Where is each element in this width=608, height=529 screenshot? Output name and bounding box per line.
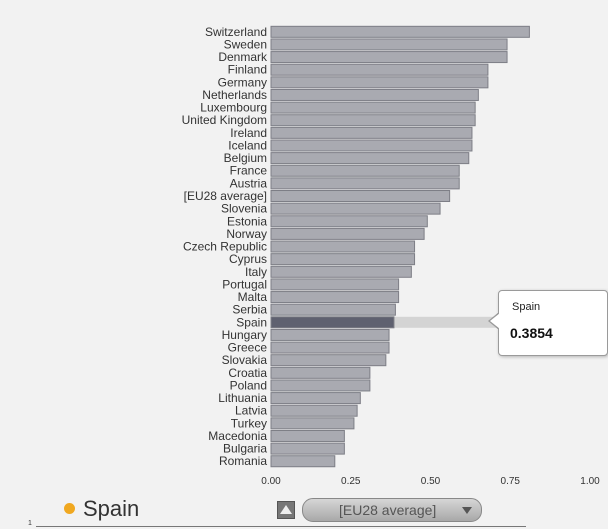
bar-poland[interactable]	[270, 379, 371, 392]
x-tick-label: 0.75	[501, 476, 521, 487]
bar-serbia[interactable]	[270, 303, 396, 316]
chevron-down-icon	[462, 507, 472, 514]
category-label: Denmark	[218, 50, 268, 64]
compare-select-value: [EU28 average]	[339, 502, 437, 518]
bar-norway[interactable]	[270, 227, 425, 240]
category-label: Iceland	[228, 138, 267, 152]
category-label: Macedonia	[208, 429, 267, 443]
category-label: Belgium	[224, 151, 267, 165]
bar-finland[interactable]	[270, 63, 489, 76]
bar-macedonia[interactable]	[270, 429, 345, 442]
category-label: [EU28 average]	[184, 189, 267, 203]
bottom-rule	[36, 526, 526, 527]
category-label: Croatia	[228, 366, 267, 380]
bar-estonia[interactable]	[270, 215, 428, 228]
bar-portugal[interactable]	[270, 278, 400, 291]
bar-czech-republic[interactable]	[270, 240, 416, 253]
bar-bulgaria[interactable]	[270, 442, 345, 455]
category-label: Portugal	[222, 277, 267, 291]
category-label: Netherlands	[202, 88, 267, 102]
category-label: Italy	[245, 265, 267, 279]
category-label: Latvia	[235, 404, 267, 418]
category-label: United Kingdom	[182, 113, 267, 127]
legend-label: Spain	[83, 496, 140, 521]
bar-denmark[interactable]	[270, 51, 508, 64]
bar-iceland[interactable]	[270, 139, 473, 152]
x-tick-label: 0.00	[261, 476, 281, 487]
category-label: Greece	[228, 341, 268, 355]
bar-eu28-average[interactable]	[270, 190, 451, 203]
category-label: Czech Republic	[183, 240, 267, 254]
category-label: Serbia	[232, 303, 267, 317]
category-label: Finland	[228, 63, 267, 77]
bar-greece[interactable]	[270, 341, 390, 354]
bar-cyprus[interactable]	[270, 253, 416, 266]
bar-hungary[interactable]	[270, 328, 390, 341]
category-label: Germany	[218, 75, 267, 89]
triangle-up-button[interactable]	[277, 501, 295, 519]
category-label: Bulgaria	[223, 442, 267, 456]
bar-belgium[interactable]	[270, 152, 470, 165]
category-label: Austria	[230, 176, 268, 190]
highlight-band	[393, 316, 497, 328]
category-label: Lithuania	[218, 391, 267, 405]
category-label: France	[230, 164, 268, 178]
bar-lithuania[interactable]	[270, 392, 361, 405]
category-label: Cyprus	[229, 252, 267, 266]
bar-turkey[interactable]	[270, 417, 355, 430]
x-tick-label: 0.50	[421, 476, 441, 487]
category-label: Malta	[238, 290, 268, 304]
bar-slovakia[interactable]	[270, 354, 387, 367]
axis-note: 1	[28, 520, 32, 527]
category-label: Ireland	[230, 126, 267, 140]
x-tick-label: 0.25	[341, 476, 361, 487]
category-label: Poland	[230, 378, 267, 392]
bar-spain[interactable]	[270, 316, 395, 329]
category-label: Norway	[226, 227, 267, 241]
tooltip-pointer-inner	[490, 313, 500, 329]
bar-italy[interactable]	[270, 265, 412, 278]
bar-slovenia[interactable]	[270, 202, 441, 215]
bar-netherlands[interactable]	[270, 88, 479, 101]
bar-austria[interactable]	[270, 177, 460, 190]
category-label: Slovakia	[222, 353, 268, 367]
bar-switzerland[interactable]	[270, 25, 530, 38]
bar-united-kingdom[interactable]	[270, 114, 476, 127]
bar-ireland[interactable]	[270, 126, 473, 139]
x-tick-label: 1.00	[580, 476, 600, 487]
tooltip: Spain 0.3854	[498, 290, 608, 356]
compare-select[interactable]: [EU28 average]	[302, 498, 482, 522]
category-label: Estonia	[227, 214, 267, 228]
tooltip-country: Spain	[512, 301, 541, 313]
category-label: Turkey	[231, 416, 267, 430]
bar-malta[interactable]	[270, 291, 400, 304]
bar-latvia[interactable]	[270, 404, 358, 417]
category-label: Sweden	[224, 37, 267, 51]
category-label: Luxembourg	[200, 101, 267, 115]
legend-dot-icon	[64, 503, 75, 514]
category-label: Hungary	[222, 328, 267, 342]
bar-luxembourg[interactable]	[270, 101, 476, 114]
category-label: Switzerland	[205, 25, 267, 39]
bar-sweden[interactable]	[270, 38, 508, 51]
category-label: Slovenia	[221, 202, 267, 216]
bar-france[interactable]	[270, 164, 460, 177]
triangle-up-icon	[280, 505, 292, 514]
bar-croatia[interactable]	[270, 366, 371, 379]
category-label: Romania	[219, 454, 267, 468]
category-label: Spain	[236, 315, 267, 329]
bar-germany[interactable]	[270, 76, 489, 89]
tooltip-value: 0.3854	[510, 325, 553, 341]
bar-romania[interactable]	[270, 455, 336, 468]
